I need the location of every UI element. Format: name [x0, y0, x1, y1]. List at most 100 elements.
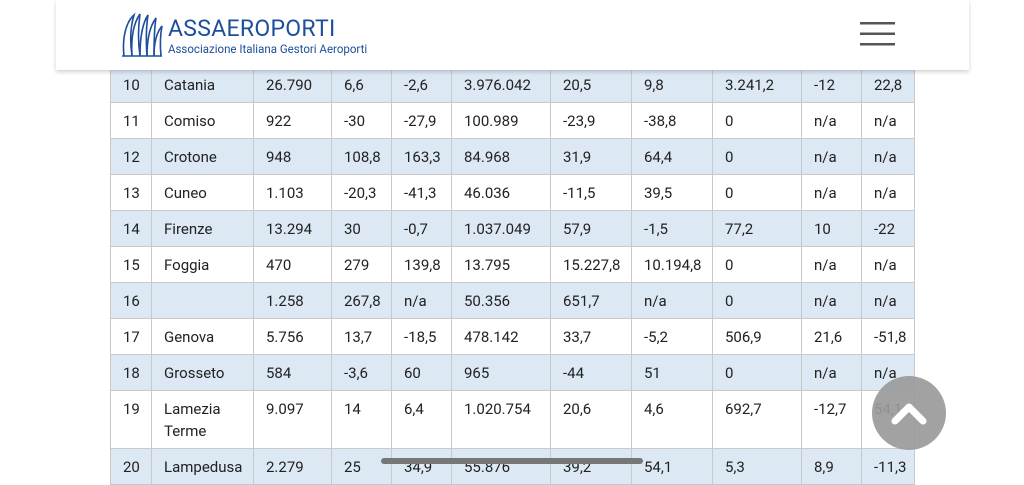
- table-cell: 21,6: [801, 318, 862, 355]
- table-cell: 13.294: [253, 210, 332, 247]
- table-cell: Comiso: [151, 102, 254, 139]
- table-cell: -11,3: [861, 448, 915, 485]
- menu-button[interactable]: [860, 22, 896, 46]
- table-cell: n/a: [861, 282, 915, 319]
- table-cell: -27,9: [391, 102, 452, 139]
- table-cell: 8,9: [801, 448, 862, 485]
- site-title[interactable]: ASSAEROPORTI: [168, 15, 336, 42]
- table-cell: 478.142: [451, 318, 551, 355]
- page: ASSAEROPORTI Associazione Italiana Gesto…: [56, 0, 969, 485]
- table-cell: Lampedusa: [151, 448, 254, 485]
- table-cell: 0: [712, 282, 802, 319]
- table-row: 17 Genova 5.756 13,7 -18,5 478.142 33,7 -5,2 506…: [110, 318, 915, 355]
- scroll-to-top-button[interactable]: [872, 376, 948, 452]
- table-cell: 5,3: [712, 448, 802, 485]
- table-cell: 139,8: [391, 246, 452, 283]
- table-cell: 14: [110, 210, 152, 247]
- table-cell: 0: [712, 174, 802, 211]
- table-cell: 46.036: [451, 174, 551, 211]
- site-header: ASSAEROPORTI Associazione Italiana Gesto…: [56, 0, 969, 70]
- table-cell: -0,7: [391, 210, 452, 247]
- table-row: 19 Lamezia Terme 9.097 14 6,4 1.020.754 20,6 4,…: [110, 390, 915, 449]
- table-cell: 22,8: [861, 66, 915, 103]
- table-cell: 26.790: [253, 66, 332, 103]
- table-cell: 965: [451, 354, 551, 391]
- table-cell: Lamezia Terme: [151, 390, 254, 449]
- table-cell: 11: [110, 102, 152, 139]
- table-cell: 55.876: [451, 448, 551, 485]
- table-cell: 30: [331, 210, 392, 247]
- table-cell: 1.037.049: [451, 210, 551, 247]
- table-cell: 279: [331, 246, 392, 283]
- table-cell: 9,8: [631, 66, 713, 103]
- table-cell: 470: [253, 246, 332, 283]
- table-cell: 9.097: [253, 390, 332, 449]
- table-cell: n/a: [861, 138, 915, 175]
- table-cell: -44: [550, 354, 632, 391]
- table-cell: -12: [801, 66, 862, 103]
- table-cell: 0: [712, 354, 802, 391]
- table-row: 12 Crotone 948 108,8 163,3 84.968 31,9 64,4 0 n/a…: [110, 138, 915, 175]
- table-cell: 6,4: [391, 390, 452, 449]
- table-cell: -5,2: [631, 318, 713, 355]
- table-cell: 13: [110, 174, 152, 211]
- table-cell: 0: [712, 102, 802, 139]
- table-cell: -51,8: [861, 318, 915, 355]
- table-cell: 84.968: [451, 138, 551, 175]
- table-cell: -23,9: [550, 102, 632, 139]
- table-cell: n/a: [861, 102, 915, 139]
- table-cell: 33,7: [550, 318, 632, 355]
- table-cell: 108,8: [331, 138, 392, 175]
- table-cell: 922: [253, 102, 332, 139]
- table-cell: 267,8: [331, 282, 392, 319]
- table-row: 14 Firenze 13.294 30 -0,7 1.037.049 57,9 -1,5 77…: [110, 210, 915, 247]
- table-cell: Foggia: [151, 246, 254, 283]
- table-cell: n/a: [391, 282, 452, 319]
- table-cell: 15.227,8: [550, 246, 632, 283]
- table-cell: n/a: [861, 174, 915, 211]
- table-cell: 6,6: [331, 66, 392, 103]
- table-cell: -30: [331, 102, 392, 139]
- table-cell: 20,5: [550, 66, 632, 103]
- table-cell: 10: [801, 210, 862, 247]
- horizontal-scrollbar[interactable]: [381, 458, 643, 464]
- table-cell: 13.795: [451, 246, 551, 283]
- table-cell: 17: [110, 318, 152, 355]
- table-cell: 19: [110, 390, 152, 449]
- table-cell: n/a: [861, 246, 915, 283]
- table-cell: n/a: [801, 282, 862, 319]
- table-cell: -20,3: [331, 174, 392, 211]
- table-cell: 100.989: [451, 102, 551, 139]
- table-cell: -18,5: [391, 318, 452, 355]
- table-cell: Grosseto: [151, 354, 254, 391]
- table-cell: 60: [391, 354, 452, 391]
- table-cell: 15: [110, 246, 152, 283]
- table-body: 10 Catania 26.790 6,6 -2,6 3.976.042 20,5 9,8 3.…: [110, 66, 915, 485]
- table-cell: Crotone: [151, 138, 254, 175]
- table-row: 11 Comiso 922 -30 -27,9 100.989 -23,9 -38,8 0 n/a…: [110, 102, 915, 139]
- table-cell: 506,9: [712, 318, 802, 355]
- table-cell: 1.020.754: [451, 390, 551, 449]
- table-cell: 64,4: [631, 138, 713, 175]
- table-cell: 5.756: [253, 318, 332, 355]
- table-cell: 25: [331, 448, 392, 485]
- table-cell: -1,5: [631, 210, 713, 247]
- table-cell: -41,3: [391, 174, 452, 211]
- table-cell: 20: [110, 448, 152, 485]
- site-subtitle: Associazione Italiana Gestori Aeroporti: [168, 42, 368, 56]
- table-cell: 51: [631, 354, 713, 391]
- table-cell: 18: [110, 354, 152, 391]
- table-cell: 1.258: [253, 282, 332, 319]
- data-table: 10 Catania 26.790 6,6 -2,6 3.976.042 20,5 9,8 3.…: [110, 66, 915, 485]
- table-cell: -2,6: [391, 66, 452, 103]
- table-cell: 2.279: [253, 448, 332, 485]
- table-cell: 16: [110, 282, 152, 319]
- table-cell: 14: [331, 390, 392, 449]
- table-cell: n/a: [801, 246, 862, 283]
- table-cell: 948: [253, 138, 332, 175]
- logo-icon[interactable]: [120, 12, 164, 58]
- table-cell: 13,7: [331, 318, 392, 355]
- table-cell: -3,6: [331, 354, 392, 391]
- table-cell: 4,6: [631, 390, 713, 449]
- table-cell: n/a: [801, 138, 862, 175]
